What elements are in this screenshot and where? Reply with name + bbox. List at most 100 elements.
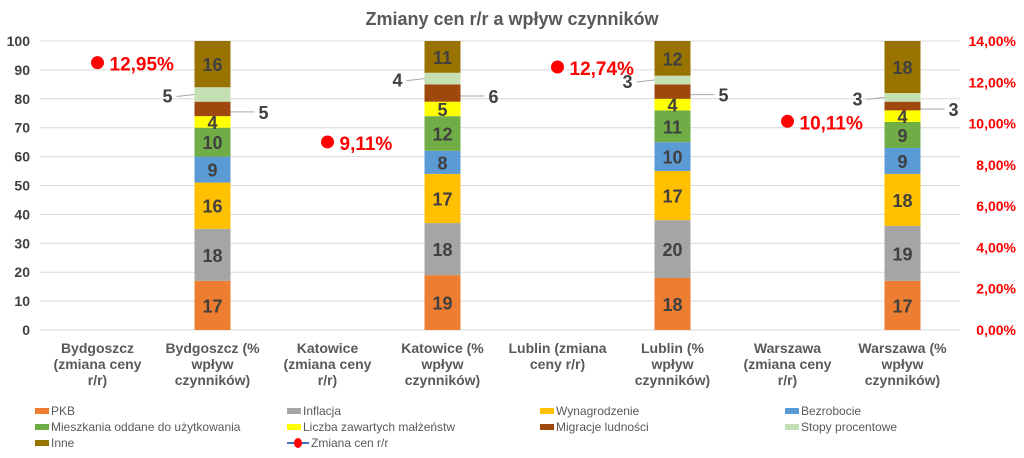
bar-segment: [884, 41, 921, 94]
category-label: Warszawa (zmiana ceny r/r): [744, 340, 832, 388]
right-tick-label: 6,00%: [976, 198, 1016, 214]
bar-segment: [884, 147, 921, 174]
data-label: 3: [949, 100, 959, 120]
data-label: 9: [207, 161, 217, 181]
left-tick-label: 10: [14, 293, 30, 309]
legend-swatch: [35, 424, 49, 430]
left-tick-label: 70: [14, 120, 30, 136]
bar-segment: [194, 116, 231, 128]
left-tick-label: 50: [14, 178, 30, 194]
bar-segment: [194, 101, 231, 117]
bar-segment: [424, 150, 461, 174]
data-label: 20: [662, 240, 682, 260]
data-label: 11: [663, 117, 682, 137]
bar-segment: [884, 225, 921, 281]
legend-label: Migracje ludności: [556, 420, 649, 434]
data-label: 17: [432, 190, 452, 210]
bar-segment: [424, 116, 461, 151]
bar-segment: [194, 127, 231, 157]
legend-item: Mieszkania oddane do użytkowania: [35, 420, 240, 434]
bar-segment: [654, 98, 691, 111]
data-label: 4: [392, 71, 402, 91]
data-label: 18: [892, 191, 912, 211]
bar-segment: [424, 101, 461, 117]
bar-segment: [424, 72, 461, 85]
legend-item: Inflacja: [287, 404, 341, 418]
data-label: 3: [622, 72, 632, 92]
bar-segment: [194, 280, 231, 330]
legend-item: Wynagrodzenie: [540, 404, 639, 418]
bar-segment: [884, 121, 921, 148]
chart: Zmiany cen r/r a wpływ czynników 17 18 16 9…: [7, 9, 1017, 388]
legend-item: Liczba zawartych małżeństw: [287, 420, 455, 434]
leader-line: [866, 96, 885, 100]
data-label: 17: [662, 187, 682, 207]
bar-segment: [194, 228, 231, 281]
data-label: 19: [892, 244, 912, 264]
bar-segment: [654, 84, 691, 99]
data-label: 18: [432, 240, 452, 260]
bar-segment: [194, 87, 231, 102]
legend-item: Stopy procentowe: [785, 420, 897, 434]
bar-segment: [654, 277, 691, 330]
left-tick-label: 40: [14, 206, 30, 222]
data-label: 5: [162, 86, 172, 106]
data-label: 10: [202, 133, 222, 153]
price-change-point: [781, 114, 794, 128]
legend-label: Wynagrodzenie: [556, 404, 640, 418]
left-tick-label: 90: [14, 62, 30, 78]
legend-label: Inflacja: [303, 404, 342, 418]
data-label: 11: [433, 48, 452, 68]
bar-segment: [424, 275, 461, 330]
legend-label: Liczba zawartych małżeństw: [303, 420, 456, 434]
data-label: 18: [892, 58, 912, 78]
price-change-label: 12,74%: [570, 59, 635, 80]
bar-segment: [424, 173, 461, 224]
data-label: 16: [202, 55, 222, 75]
bar-segment: [884, 280, 921, 330]
price-change-label: 9,11%: [340, 134, 393, 155]
data-label: 19: [432, 294, 452, 314]
leader-line: [636, 79, 655, 83]
legend-swatch: [540, 424, 554, 430]
bar-segment: [194, 182, 231, 229]
price-change-point: [321, 135, 334, 149]
bar-segment: [884, 173, 921, 226]
legend-item: PKB: [35, 404, 75, 418]
data-label: 6: [489, 87, 499, 107]
data-label: 5: [259, 103, 269, 123]
price-change-point: [551, 60, 564, 74]
right-tick-label: 14,00%: [969, 33, 1017, 49]
right-tick-label: 10,00%: [969, 116, 1017, 132]
category-label: Katowice (% wpływ czynników): [401, 340, 484, 388]
bar-segment: [654, 142, 691, 172]
data-label: 10: [662, 148, 682, 168]
price-change-label: 10,11%: [800, 113, 863, 134]
data-label: 8: [437, 153, 447, 173]
legend-swatch: [785, 408, 799, 414]
legend-swatch: [35, 440, 49, 446]
bar-segment: [654, 41, 691, 76]
data-label: 4: [897, 107, 907, 127]
bar-segment: [194, 41, 231, 88]
category-label: Lublin (% wpływ czynników): [635, 340, 710, 388]
bar-segment: [424, 84, 461, 102]
bar-segment: [884, 93, 921, 102]
bar-segment: [424, 41, 461, 73]
category-label: Lublin (zmiana ceny r/r): [509, 340, 607, 372]
data-label: 9: [897, 152, 907, 172]
legend-item: Migracje ludności: [540, 420, 649, 434]
right-tick-label: 12,00%: [969, 74, 1017, 90]
bar-segment: [654, 75, 691, 85]
data-label: 18: [662, 295, 682, 315]
legend-swatch: [287, 408, 301, 414]
left-tick-label: 0: [22, 322, 30, 338]
left-tick-label: 20: [14, 264, 30, 280]
left-tick-label: 30: [14, 235, 30, 251]
bar-segment: [424, 223, 461, 276]
chart-title: Zmiany cen r/r a wpływ czynników: [365, 9, 659, 29]
right-tick-label: 4,00%: [976, 239, 1016, 255]
data-label: 9: [897, 126, 907, 146]
legend-swatch: [287, 424, 301, 430]
bar-segment: [884, 110, 921, 122]
